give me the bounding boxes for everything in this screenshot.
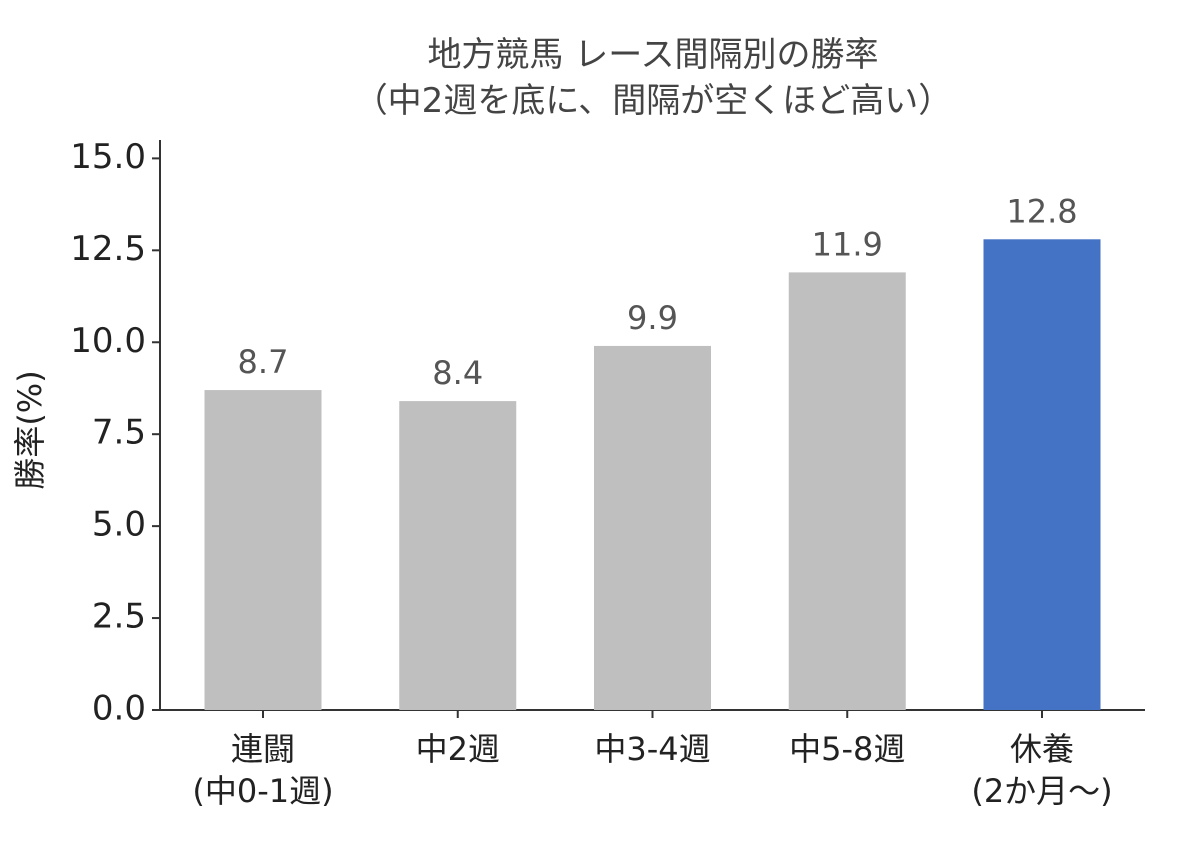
bar — [594, 345, 711, 710]
y-axis-label: 勝率(%) — [11, 370, 49, 489]
bar — [983, 239, 1101, 710]
y-tick-label: 0.0 — [92, 689, 146, 729]
data-label: 12.8 — [1006, 192, 1077, 230]
y-tick-label: 7.5 — [92, 413, 146, 453]
data-label: 8.7 — [238, 343, 289, 381]
y-tick-label: 10.0 — [70, 321, 146, 361]
x-tick-label: 連闘 (中0-1週) — [192, 730, 334, 810]
x-tick-label: 中5-8週 — [789, 730, 906, 768]
bar — [204, 390, 322, 710]
data-label: 8.4 — [432, 354, 483, 392]
data-label: 11.9 — [812, 225, 883, 263]
x-tick-label: 中2週 — [415, 730, 500, 768]
data-label: 9.9 — [627, 299, 678, 337]
chart-title: 地方競馬 レース間隔別の勝率 （中2週を底に、間隔が空くほど高い） — [353, 35, 953, 121]
bar — [399, 401, 517, 710]
x-tick-label: 中3-4週 — [594, 730, 711, 768]
y-tick-label: 2.5 — [92, 597, 146, 637]
y-tick-label: 5.0 — [92, 505, 146, 545]
bar — [788, 272, 906, 710]
x-tick-label: 休養 (2か月〜) — [971, 730, 1113, 810]
y-tick-label: 15.0 — [70, 137, 146, 177]
y-tick-label: 12.5 — [70, 229, 146, 269]
